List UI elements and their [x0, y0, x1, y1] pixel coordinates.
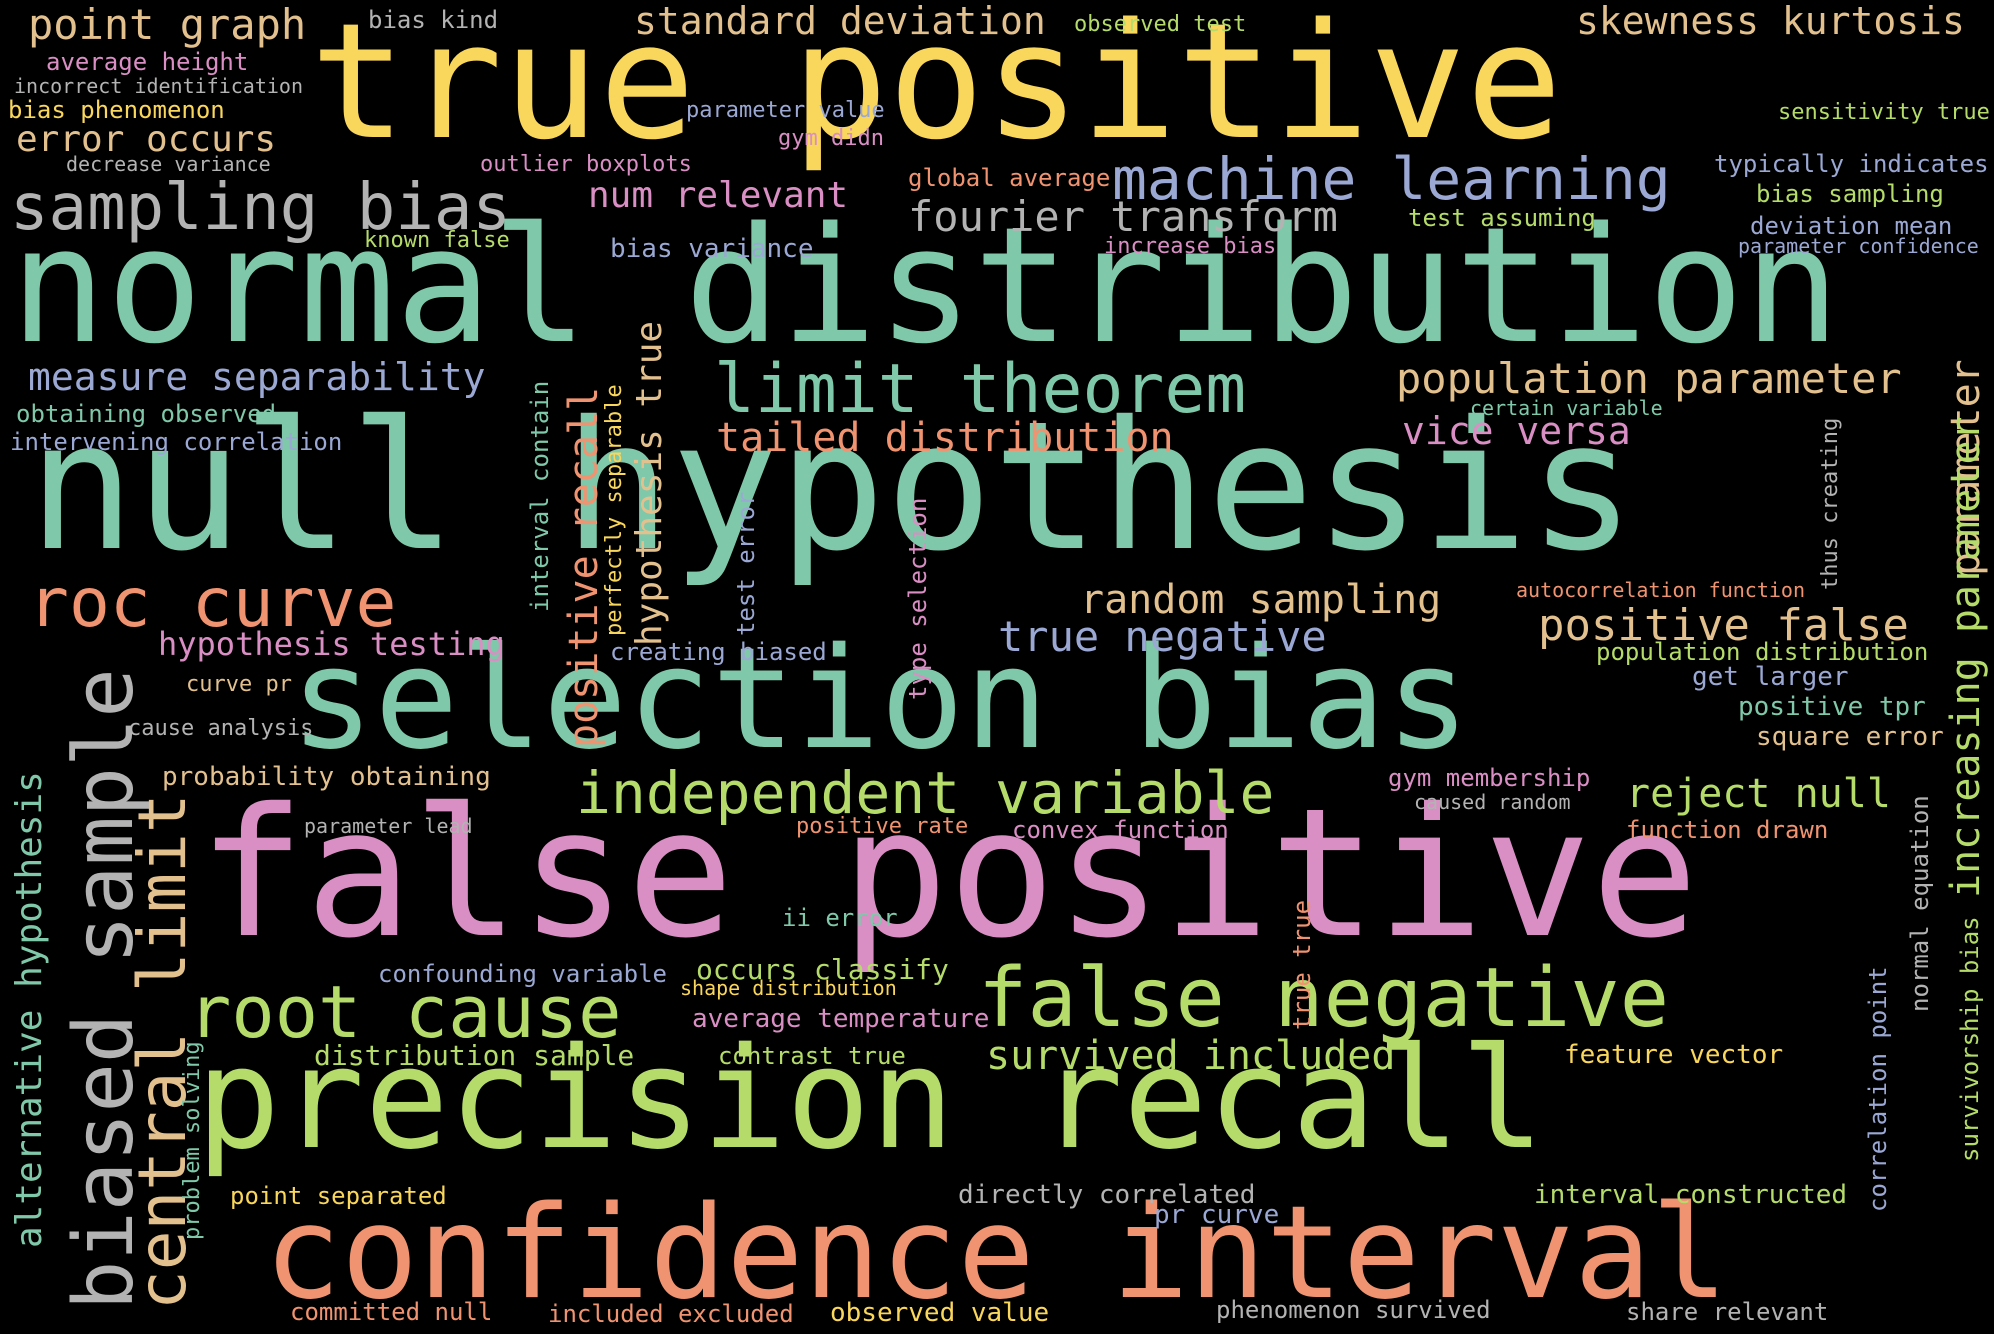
word-thus-creating: thus creating [1818, 417, 1843, 590]
word-num-relevant: num relevant [588, 175, 849, 216]
word-positive-false: positive false [1538, 600, 1909, 651]
word-directly-correlated: directly correlated [958, 1180, 1256, 1210]
word-positive-recall: positive recall [561, 386, 607, 748]
word-confounding-variable: confounding variable [378, 960, 667, 988]
word-positive-tpr: positive tpr [1738, 692, 1926, 722]
word-cause-analysis: cause analysis [128, 716, 314, 741]
word-observed-value: observed value [830, 1298, 1050, 1328]
word-deviation-mean: deviation mean [1750, 212, 1953, 240]
word-fourier-transform: fourier transform [908, 192, 1338, 241]
word-bias-kind: bias kind [368, 6, 499, 34]
word-point-separated: point separated [230, 1182, 447, 1210]
word-alternative-hypothesis: alternative hypothesis [9, 771, 50, 1248]
word-creating-biased: creating biased [610, 638, 827, 666]
word-global-average: global average [908, 164, 1111, 192]
word-observed-test: observed test [1074, 12, 1247, 37]
word-included-excluded: included excluded [548, 1300, 794, 1328]
word-contrast-true: contrast true [718, 1042, 906, 1070]
word-sensitivity-true: sensitivity true [1778, 100, 1990, 125]
word-limit-theorem: limit theorem [714, 350, 1247, 429]
word-parameter-lead: parameter lead [304, 814, 473, 838]
word-machine-learning: machine learning [1112, 145, 1671, 213]
word-positive-rate: positive rate [796, 814, 969, 839]
word-vice-versa: vice versa [1402, 409, 1631, 453]
word-interval-contain: interval contain [526, 380, 554, 612]
word-root-cause: root cause [188, 970, 622, 1054]
word-probability-obtaining: probability obtaining [162, 762, 491, 792]
word-sampling-bias: sampling bias [10, 171, 511, 245]
word-test-assuming: test assuming [1408, 204, 1596, 232]
word-precision-recall: precision recall [196, 1018, 1545, 1181]
word-feature-vector: feature vector [1564, 1040, 1784, 1070]
word-parameter-value: parameter value [686, 98, 885, 123]
word-caused-random: caused random [1414, 790, 1571, 814]
word-true-negative: true negative [998, 612, 1327, 661]
word-survivorship-bias: survivorship bias [1956, 916, 1984, 1162]
word-incorrect-identification: incorrect identification [14, 74, 303, 98]
word-skewness-kurtosis: skewness kurtosis [1576, 0, 1965, 43]
word-point-graph: point graph [28, 0, 307, 49]
word-normal-equation: normal equation [1906, 795, 1934, 1012]
word-independent-variable: independent variable [576, 759, 1275, 827]
word-test-error: test error [732, 491, 760, 637]
word-typically-indicates: typically indicates [1714, 150, 1989, 178]
word-gym-didn: gym didn [778, 126, 884, 151]
word-certain-variable: certain variable [1470, 396, 1663, 420]
word-hypothesis-testing: hypothesis testing [158, 625, 505, 663]
word-get-larger: get larger [1692, 662, 1849, 692]
word-ii-error: ii error [782, 904, 898, 932]
word-known-false: known false [364, 228, 510, 253]
word-square-error: square error [1756, 722, 1944, 752]
word-hypothesis-true: hypothesis true [629, 320, 670, 646]
word-standard-deviation: standard deviation [634, 0, 1046, 43]
word-null-hypothesis: null hypothesis [28, 383, 1636, 590]
word-selection-bias: selection bias [290, 618, 1471, 781]
word-perfectly-separable: perfectly separable [602, 384, 627, 636]
word-average-temperature: average temperature [692, 1004, 990, 1034]
word-outlier-boxplots: outlier boxplots [480, 152, 692, 177]
word-distribution-sample: distribution sample [314, 1039, 635, 1072]
word-increasing-parameter: increasing parameter [1943, 416, 1989, 898]
word-interval-constructed: interval constructed [1534, 1180, 1848, 1210]
word-obtaining-observed: obtaining observed [16, 400, 277, 428]
word-measure-separability: measure separability [28, 355, 486, 399]
word-error-occurs: error occurs [16, 119, 277, 160]
word-occurs-classify: occurs classify [696, 953, 949, 986]
word-correlation-point: correlation point [1864, 966, 1892, 1212]
word-bias-variance: bias variance [610, 234, 814, 264]
word-roc-curve: roc curve [28, 564, 397, 643]
word-convex-function: convex function [1012, 816, 1229, 844]
word-pr-curve: pr curve [1154, 1200, 1280, 1230]
word-increase-bias: increase bias [1104, 234, 1277, 259]
word-parameter-confidence: parameter confidence [1738, 234, 1979, 258]
word-true-true: true true [1288, 899, 1316, 1030]
word-function-drawn: function drawn [1626, 816, 1829, 844]
word-intervening-correlation: intervening correlation [10, 428, 343, 456]
word-problem-solving: problem solving [180, 1041, 205, 1240]
word-bias-sampling: bias sampling [1756, 180, 1944, 208]
word-population-distribution: population distribution [1596, 638, 1929, 666]
word-confidence-interval: confidence interval [264, 1179, 1729, 1328]
word-curve-pr: curve pr [186, 672, 292, 697]
word-true-positive: true positive [310, 0, 1563, 175]
word-phenomenon-survived: phenomenon survived [1216, 1296, 1491, 1324]
word-bias-phenomenon: bias phenomenon [8, 96, 225, 124]
word-normal-distribution: normal distribution [10, 192, 1841, 379]
word-type-selection: type selection [904, 497, 932, 700]
word-decrease-variance: decrease variance [66, 152, 271, 176]
word-committed-null: committed null [290, 1298, 493, 1326]
word-survived-included: survived included [986, 1033, 1396, 1079]
word-autocorrelation-function: autocorrelation function [1516, 578, 1805, 602]
word-average-height: average height [46, 48, 249, 76]
word-gym-membership: gym membership [1388, 764, 1591, 792]
word-false-negative: false negative [978, 951, 1670, 1046]
word-false-positive: false positive [198, 770, 1699, 977]
word-shape-distribution: shape distribution [680, 976, 897, 1000]
word-random-sampling: random sampling [1080, 577, 1442, 623]
word-tailed-distribution: tailed distribution [716, 415, 1174, 461]
word-share-relevant: share relevant [1626, 1298, 1829, 1326]
word-population-parameter: population parameter [1396, 354, 1902, 403]
word-reject-null: reject null [1626, 771, 1891, 817]
